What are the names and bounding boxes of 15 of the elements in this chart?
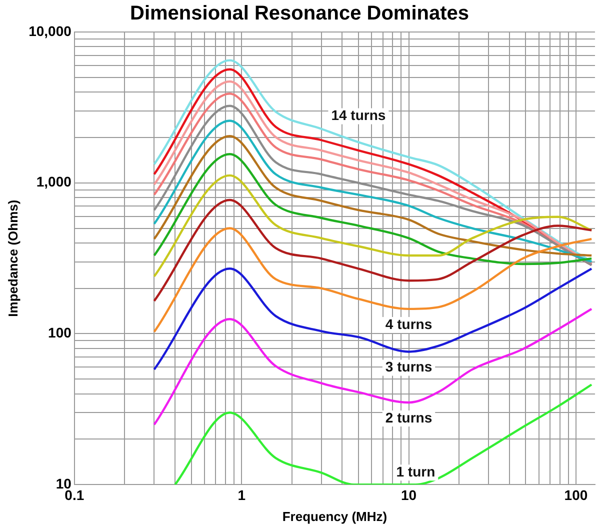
x-tick-label: 100 [564,486,588,503]
y-tick-label: 10 [56,475,72,492]
y-tick-label: 1,000 [36,174,72,190]
chart-title: Dimensional Resonance Dominates [130,2,469,25]
series-label: 2 turns [385,409,432,426]
y-tick-label: 100 [48,324,72,341]
y-tick-label: 10,000 [28,22,72,39]
y-axis-title: Impedance (Ohms) [5,200,20,317]
x-axis-title: Frequency (MHz) [282,508,388,524]
series-label: 3 turns [385,358,432,375]
series-label: 14 turns [331,107,386,124]
x-tick-label: 10 [400,486,417,503]
series-label: 1 turn [396,463,436,480]
series-label: 4 turns [385,316,432,332]
x-tick-label: 1 [238,486,246,503]
